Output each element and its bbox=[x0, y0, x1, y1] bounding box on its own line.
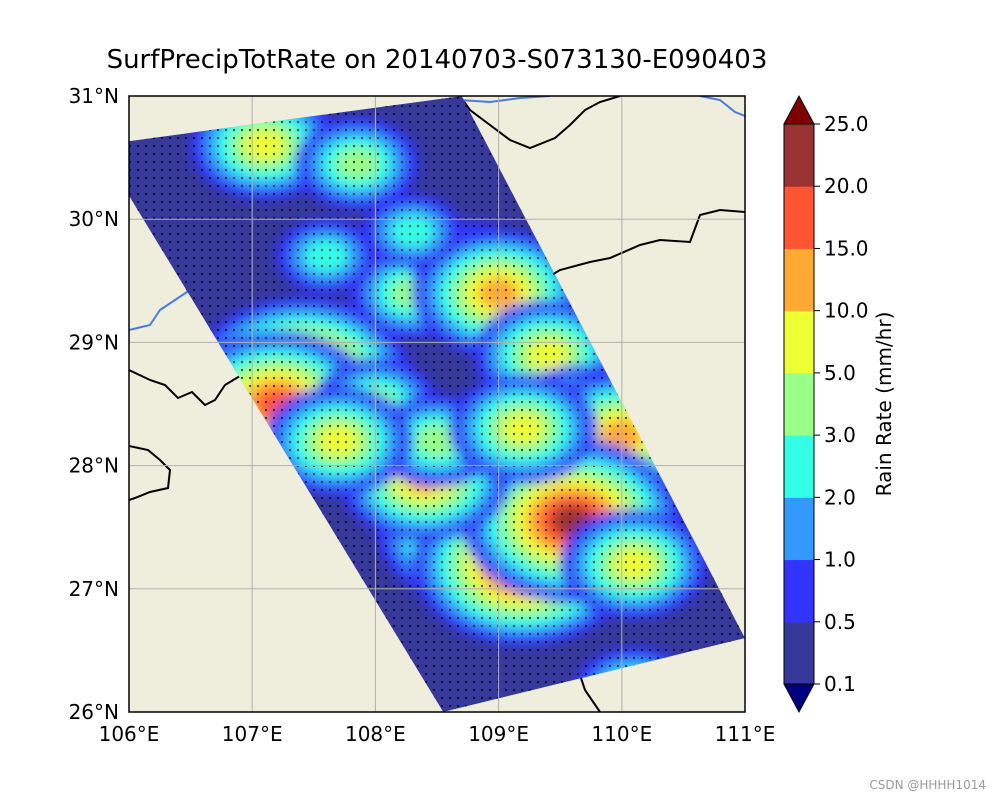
colorbar: 0.1 0.5 1.0 2.0 3.0 5.0 10.0 15.0 20.0 25.0 bbox=[783, 94, 869, 714]
x-axis: 106°E 107°E 108°E 109°E 110°E 111°E bbox=[99, 722, 776, 746]
colorbar-segment bbox=[784, 621, 814, 685]
colorbar-extend-bottom bbox=[783, 683, 815, 714]
colorbar-tick-label: 1.0 bbox=[824, 548, 856, 572]
y-tick-label: 31°N bbox=[69, 84, 119, 108]
colorbar-segment bbox=[784, 497, 814, 561]
colorbar-tick-label: 20.0 bbox=[824, 174, 869, 198]
colorbar-extend-top bbox=[783, 94, 815, 125]
colorbar-segment bbox=[784, 186, 814, 249]
colorbar-tick-label: 15.0 bbox=[824, 236, 869, 260]
colorbar-frame bbox=[783, 123, 815, 685]
gridlines bbox=[129, 96, 745, 712]
colorbar-tick-label: 10.0 bbox=[824, 299, 869, 323]
x-tick-label: 107°E bbox=[222, 722, 283, 746]
colorbar-segment bbox=[784, 124, 814, 187]
colorbar-label: Rain Rate (mm/hr) bbox=[872, 312, 896, 497]
watermark: CSDN @HHHH1014 bbox=[869, 778, 986, 792]
colorbar-segment bbox=[784, 372, 814, 436]
y-tick-label: 28°N bbox=[69, 454, 119, 478]
colorbar-segment bbox=[784, 435, 814, 498]
colorbar-segment bbox=[784, 559, 814, 623]
map-frame bbox=[128, 95, 746, 713]
x-tick-label: 106°E bbox=[99, 722, 160, 746]
x-tick-label: 109°E bbox=[468, 722, 529, 746]
x-tick-label: 108°E bbox=[345, 722, 406, 746]
y-tick-label: 29°N bbox=[69, 330, 119, 354]
x-tick-label: 111°E bbox=[715, 722, 776, 746]
colorbar-tick-label: 3.0 bbox=[824, 423, 856, 447]
colorbar-tick-label: 25.0 bbox=[824, 112, 869, 136]
y-tick-label: 30°N bbox=[69, 207, 119, 231]
colorbar-segment bbox=[784, 310, 814, 374]
colorbar-tick-label: 0.5 bbox=[824, 610, 856, 634]
chart-title: SurfPrecipTotRate on 20140703-S073130-E0… bbox=[107, 45, 768, 75]
y-tick-label: 26°N bbox=[69, 700, 119, 724]
colorbar-tick-label: 0.1 bbox=[824, 672, 856, 696]
colorbar-segment bbox=[784, 248, 814, 312]
colorbar-tick-label: 2.0 bbox=[824, 485, 856, 509]
y-tick-label: 27°N bbox=[69, 577, 119, 601]
y-axis: 26°N 27°N 28°N 29°N 30°N 31°N bbox=[69, 84, 119, 724]
x-tick-label: 110°E bbox=[591, 722, 652, 746]
colorbar-tick-label: 5.0 bbox=[824, 361, 856, 385]
